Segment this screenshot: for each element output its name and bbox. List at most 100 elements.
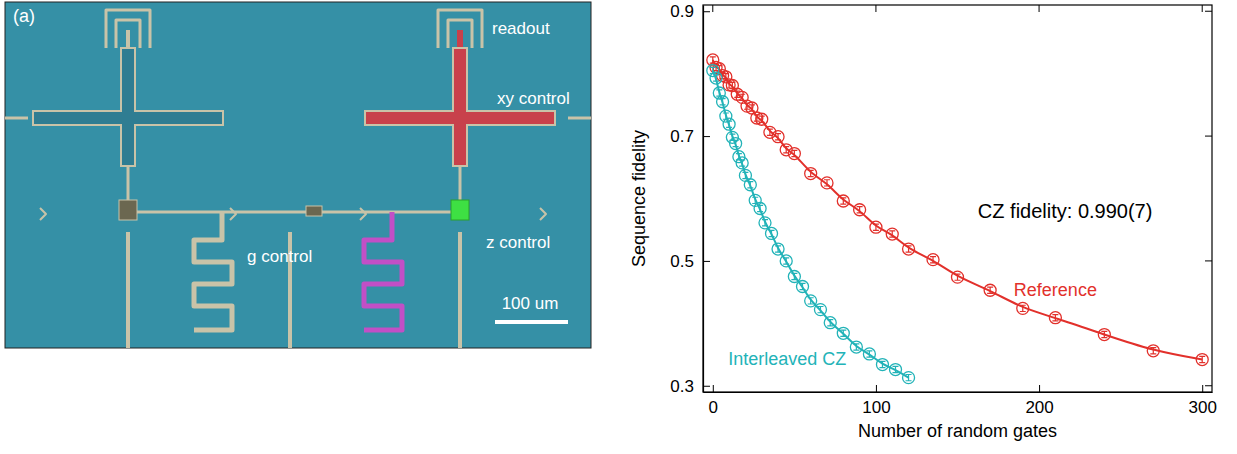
x-tick: 100 [862,385,890,417]
error-bar [783,258,789,264]
x-tick-mark [713,385,714,392]
error-bar [955,274,961,280]
annotation: CZ fidelity: 0.990(7) [978,200,1153,222]
circuit-line [106,10,150,48]
data-point [759,217,771,229]
error-bar [713,75,719,81]
data-point [854,204,866,216]
circuit-line [458,232,462,348]
y-tick-mark-right [1205,385,1212,386]
panel-a: (a)readoutxy controlg controlz control10… [5,2,591,348]
circuit-line [5,117,28,120]
y-tick-mark-right [1205,136,1212,137]
error-bar [857,207,863,213]
axis-line [703,6,704,393]
data-point [1017,302,1029,314]
error-bar [759,116,765,122]
error-bar [889,231,895,237]
error-bar [742,172,748,178]
circuit-line [540,208,546,220]
series-label: Reference [1014,280,1097,300]
y-tick-mark [703,11,710,12]
data-point [756,113,768,125]
panel-label: g control [247,247,312,266]
error-bar [853,344,859,350]
error-bar [791,273,797,279]
data-point [720,110,732,122]
data-point [863,348,875,360]
data-point [772,131,784,143]
circuit-line [364,212,402,330]
error-bar [757,205,763,211]
error-bar [879,361,885,367]
series-labels: ReferenceInterleaved CZ [728,280,1097,369]
error-bar [827,320,833,326]
x-tick-mark-top [875,5,876,12]
panel-label: 100 um [502,294,559,313]
error-bar [1101,331,1107,337]
error-bar [769,230,775,236]
error-bar [930,257,936,263]
error-bar [840,198,846,204]
x-tick-mark-top [712,5,713,12]
y-axis: 0.3 0.5 0.7 0.9 [670,2,710,396]
data-point [805,168,817,180]
y-tick: 0.5 [670,252,710,271]
data-point [876,359,888,371]
x-tick-mark [1202,385,1203,392]
error-bar [906,375,912,381]
y-tick: 0.3 [670,377,710,396]
data-point [870,221,882,233]
plot-marks [707,54,1208,384]
error-bar [733,140,739,146]
error-bar [739,160,745,166]
error-bar [762,220,768,226]
error-bar [817,306,823,312]
x-tick: 0 [709,385,718,417]
y-tick-mark [703,386,710,387]
data-point [710,72,722,84]
error-bar [1150,348,1156,354]
error-bar [893,366,899,372]
data-point [1147,345,1159,357]
data-point [730,138,742,150]
data-point [754,202,766,214]
error-bar [1199,356,1205,362]
y-tick-mark [703,261,710,262]
axis-line [704,392,1213,393]
x-tick-label: 200 [1025,398,1053,417]
micrograph-ground [5,2,591,348]
circuit-line [438,10,482,48]
circuit-line [568,117,591,120]
data-point [739,169,751,181]
circuit-line [457,30,463,48]
y-axis-title: Sequence fidelity [629,130,649,267]
y-tick-label: 0.7 [670,127,694,146]
data-point [736,157,748,169]
x-tick-label: 100 [862,398,890,417]
scale-bar [495,320,568,324]
error-bar [720,99,726,105]
data-point [1098,329,1110,341]
x-axis-title: Number of random gates [858,421,1057,441]
series [707,65,915,384]
y-tick-label: 0.5 [670,252,694,271]
data-point [788,271,800,283]
data-point [886,228,898,240]
error-bar [808,170,814,176]
error-bar [747,182,753,188]
data-point [797,281,809,293]
data-point [1049,312,1061,324]
panel-label: z control [486,233,550,252]
coupler-squid [306,206,322,216]
data-point [1196,354,1208,366]
error-bar [749,105,755,111]
x-tick: 300 [1189,385,1217,417]
data-point [821,177,833,189]
circuit-line [459,166,462,202]
y-tick: 0.9 [670,2,710,21]
y-tick-label: 0.9 [670,2,694,21]
data-point [837,195,849,207]
data-point [744,179,756,191]
data-point [837,327,849,339]
